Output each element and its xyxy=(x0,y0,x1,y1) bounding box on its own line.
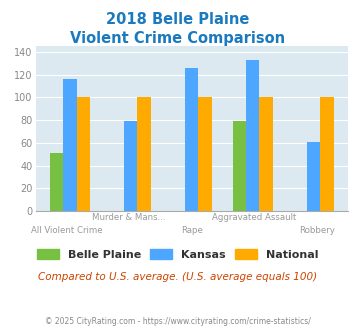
Bar xyxy=(63,79,77,211)
Bar xyxy=(260,97,273,211)
Bar xyxy=(185,68,198,211)
Text: Robbery: Robbery xyxy=(299,226,335,235)
Bar xyxy=(124,121,137,211)
Text: Compared to U.S. average. (U.S. average equals 100): Compared to U.S. average. (U.S. average … xyxy=(38,272,317,282)
Bar xyxy=(246,60,260,211)
Bar xyxy=(233,121,246,211)
Text: Rape: Rape xyxy=(181,226,203,235)
Bar xyxy=(77,97,90,211)
Text: Violent Crime Comparison: Violent Crime Comparison xyxy=(70,31,285,46)
Bar xyxy=(320,97,334,211)
Bar xyxy=(198,97,212,211)
Text: All Violent Crime: All Violent Crime xyxy=(31,226,103,235)
Bar xyxy=(137,97,151,211)
Text: Murder & Mans...: Murder & Mans... xyxy=(92,213,166,222)
Text: © 2025 CityRating.com - https://www.cityrating.com/crime-statistics/: © 2025 CityRating.com - https://www.city… xyxy=(45,317,310,326)
Bar xyxy=(307,142,320,211)
Text: Aggravated Assault: Aggravated Assault xyxy=(212,213,296,222)
Legend: Belle Plaine, Kansas, National: Belle Plaine, Kansas, National xyxy=(37,249,318,260)
Bar xyxy=(50,153,63,211)
Text: 2018 Belle Plaine: 2018 Belle Plaine xyxy=(106,12,249,26)
